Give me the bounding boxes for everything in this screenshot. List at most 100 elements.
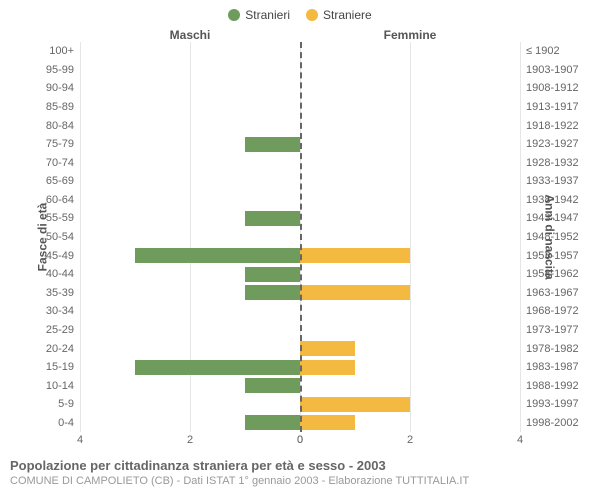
heading-male: Maschi: [80, 28, 300, 42]
bar-row: [80, 395, 300, 414]
footer-sub: COMUNE DI CAMPOLIETO (CB) - Dati ISTAT 1…: [10, 475, 590, 487]
bar-row: [80, 302, 300, 321]
bar-row: [300, 246, 520, 265]
top-labels: Maschi Femmine: [0, 28, 600, 42]
birth-tick: 1968-1972: [520, 302, 600, 321]
legend-label: Stranieri: [245, 8, 290, 22]
bar-row: [80, 191, 300, 210]
bar-row: [80, 135, 300, 154]
birth-tick: 1908-1912: [520, 79, 600, 98]
heading-female: Femmine: [300, 28, 520, 42]
birth-tick: 1938-1942: [520, 191, 600, 210]
y-axis-title-right: Anni di nascita: [542, 194, 556, 279]
male-bar: [245, 415, 300, 430]
bar-row: [300, 339, 520, 358]
bar-row: [80, 79, 300, 98]
plot-area: Fasce di età Anni di nascita 100+95-9990…: [0, 42, 600, 432]
bar-row: [80, 358, 300, 377]
bar-row: [300, 79, 520, 98]
bar-row: [300, 414, 520, 433]
birth-tick: 1918-1922: [520, 116, 600, 135]
bar-row: [300, 209, 520, 228]
bar-row: [80, 209, 300, 228]
male-bar: [245, 285, 300, 300]
footer-title: Popolazione per cittadinanza straniera p…: [10, 458, 590, 473]
bar-row: [300, 265, 520, 284]
bar-row: [300, 302, 520, 321]
birth-tick: 1958-1962: [520, 265, 600, 284]
bar-row: [300, 153, 520, 172]
legend-item: Straniere: [306, 8, 372, 22]
birth-tick: 1948-1952: [520, 228, 600, 247]
bar-row: [300, 358, 520, 377]
x-tick: 2: [407, 434, 413, 446]
bar-row: [300, 98, 520, 117]
legend: Stranieri Straniere: [0, 8, 600, 24]
bar-row: [300, 395, 520, 414]
age-tick: 90-94: [0, 79, 80, 98]
bar-row: [80, 284, 300, 303]
birth-tick: 1913-1917: [520, 98, 600, 117]
age-tick: 85-89: [0, 98, 80, 117]
bar-row: [80, 376, 300, 395]
bar-row: [300, 135, 520, 154]
birth-tick: 1923-1927: [520, 135, 600, 154]
birth-tick: 1973-1977: [520, 321, 600, 340]
birth-tick: 1933-1937: [520, 172, 600, 191]
birth-year-axis: ≤ 19021903-19071908-19121913-19171918-19…: [520, 42, 600, 432]
bar-row: [300, 61, 520, 80]
birth-tick: 1963-1967: [520, 284, 600, 303]
bar-row: [300, 284, 520, 303]
age-tick: 95-99: [0, 61, 80, 80]
bar-row: [300, 191, 520, 210]
birth-tick: 1943-1947: [520, 209, 600, 228]
population-pyramid-chart: Stranieri Straniere Maschi Femmine Fasce …: [0, 0, 600, 500]
bar-row: [80, 246, 300, 265]
bar-row: [300, 321, 520, 340]
bar-row: [300, 376, 520, 395]
male-bar: [245, 267, 300, 282]
female-bar: [300, 248, 410, 263]
legend-item: Stranieri: [228, 8, 290, 22]
legend-label: Straniere: [323, 8, 372, 22]
bar-row: [300, 42, 520, 61]
legend-swatch: [306, 9, 318, 21]
age-tick: 25-29: [0, 321, 80, 340]
age-tick: 0-4: [0, 414, 80, 433]
x-tick: 2: [187, 434, 193, 446]
age-tick: 80-84: [0, 116, 80, 135]
male-bar: [245, 378, 300, 393]
x-tick: 4: [77, 434, 83, 446]
birth-tick: 1978-1982: [520, 339, 600, 358]
center-line: [300, 42, 302, 432]
birth-tick: 1903-1907: [520, 61, 600, 80]
birth-tick: 1993-1997: [520, 395, 600, 414]
bar-row: [80, 42, 300, 61]
age-tick: 20-24: [0, 339, 80, 358]
bars-area: [80, 42, 520, 432]
bar-row: [80, 228, 300, 247]
birth-tick: ≤ 1902: [520, 42, 600, 61]
female-bar: [300, 415, 355, 430]
female-column: [300, 42, 520, 432]
age-tick: 70-74: [0, 153, 80, 172]
male-bar: [245, 137, 300, 152]
birth-tick: 1953-1957: [520, 246, 600, 265]
age-tick: 5-9: [0, 395, 80, 414]
footer: Popolazione per cittadinanza straniera p…: [0, 448, 600, 487]
age-tick: 65-69: [0, 172, 80, 191]
bar-row: [300, 172, 520, 191]
bar-row: [80, 153, 300, 172]
female-bar: [300, 360, 355, 375]
x-tick: 0: [297, 434, 303, 446]
male-bar: [135, 360, 300, 375]
bar-row: [300, 116, 520, 135]
bar-row: [300, 228, 520, 247]
age-tick: 30-34: [0, 302, 80, 321]
x-ticks-left: 4 2 0: [80, 434, 300, 448]
grid-line: [520, 42, 521, 432]
age-tick: 35-39: [0, 284, 80, 303]
bar-row: [80, 321, 300, 340]
x-tick: 4: [517, 434, 523, 446]
bar-row: [80, 98, 300, 117]
